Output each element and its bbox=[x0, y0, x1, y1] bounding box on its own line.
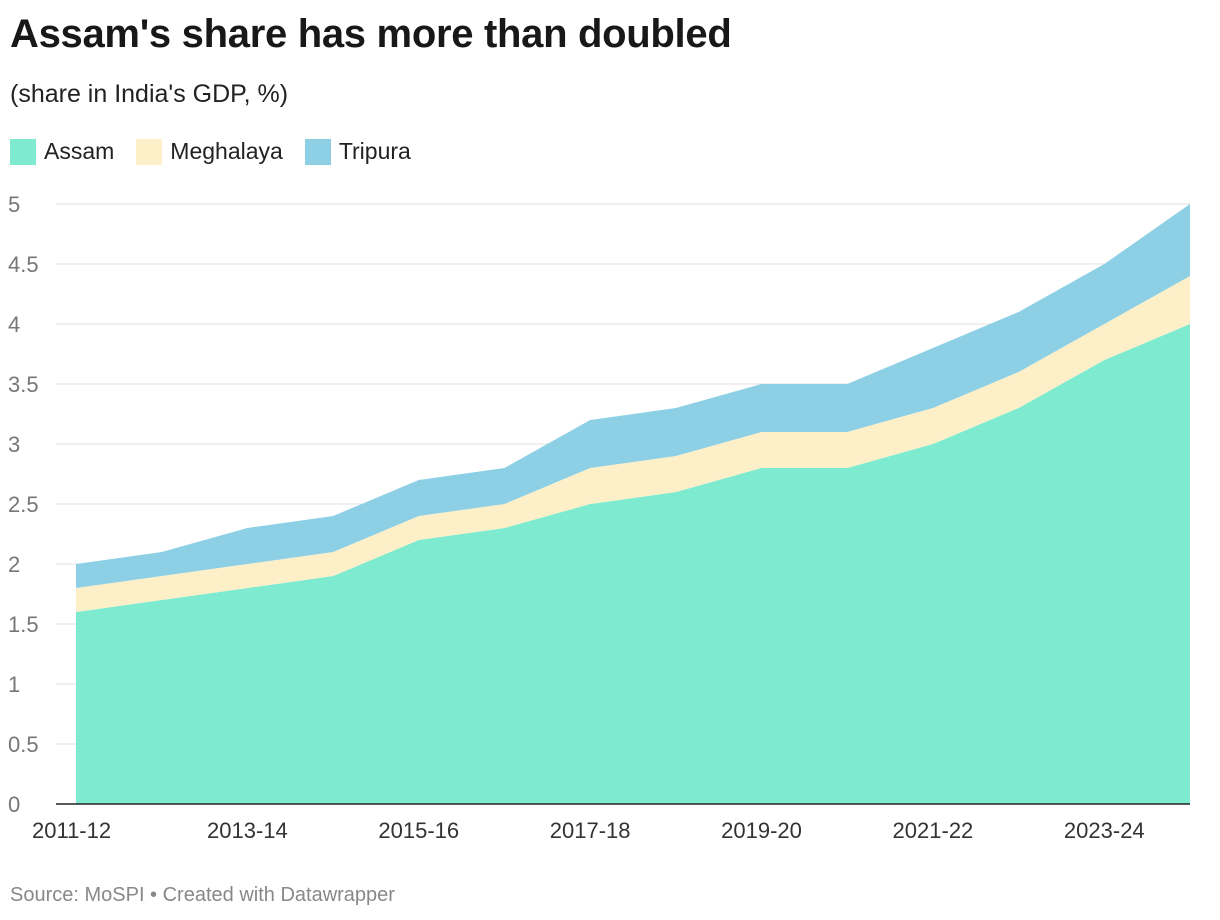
y-tick-label: 1 bbox=[8, 672, 20, 697]
legend-label-tripura: Tripura bbox=[338, 138, 411, 164]
source-note: Source: MoSPI • Created with Datawrapper bbox=[10, 884, 395, 906]
y-tick-label: 5 bbox=[8, 192, 20, 217]
y-tick-label: 3.5 bbox=[8, 372, 39, 397]
x-tick-label: 2019-20 bbox=[721, 818, 802, 843]
legend-label-meghalaya: Meghalaya bbox=[170, 138, 283, 164]
x-tick-label: 2021-22 bbox=[893, 818, 974, 843]
x-tick-label: 2013-14 bbox=[207, 818, 288, 843]
legend-item-assam: Assam bbox=[10, 138, 114, 165]
area-assam bbox=[76, 324, 1190, 804]
y-tick-label: 1.5 bbox=[8, 612, 39, 637]
y-tick-label: 0 bbox=[8, 792, 20, 817]
y-tick-label: 3 bbox=[8, 432, 20, 457]
legend-swatch-meghalaya bbox=[136, 138, 163, 165]
y-tick-label: 4.5 bbox=[8, 252, 39, 277]
chart-title: Assam's share has more than doubled bbox=[10, 12, 732, 56]
area-meghalaya bbox=[76, 276, 1190, 612]
legend-swatch-assam bbox=[10, 138, 36, 165]
area-tripura bbox=[76, 204, 1190, 588]
legend-swatch-tripura bbox=[304, 138, 331, 165]
y-tick-label: 0.5 bbox=[8, 732, 39, 757]
legend-item-tripura: Tripura bbox=[304, 138, 411, 165]
y-tick-label: 2.5 bbox=[8, 492, 39, 517]
y-tick-label: 4 bbox=[8, 312, 20, 337]
x-tick-label: 2011-12 bbox=[32, 818, 111, 843]
x-tick-label: 2015-16 bbox=[378, 818, 459, 843]
chart-subtitle: (share in India's GDP, %) bbox=[10, 80, 289, 108]
x-tick-label: 2017-18 bbox=[550, 818, 631, 843]
y-tick-label: 2 bbox=[8, 552, 20, 577]
x-tick-label: 2023-24 bbox=[1064, 818, 1145, 843]
legend-label-assam: Assam bbox=[44, 138, 115, 164]
legend: Assam Meghalaya Tripura bbox=[10, 138, 433, 165]
legend-item-meghalaya: Meghalaya bbox=[136, 138, 283, 165]
